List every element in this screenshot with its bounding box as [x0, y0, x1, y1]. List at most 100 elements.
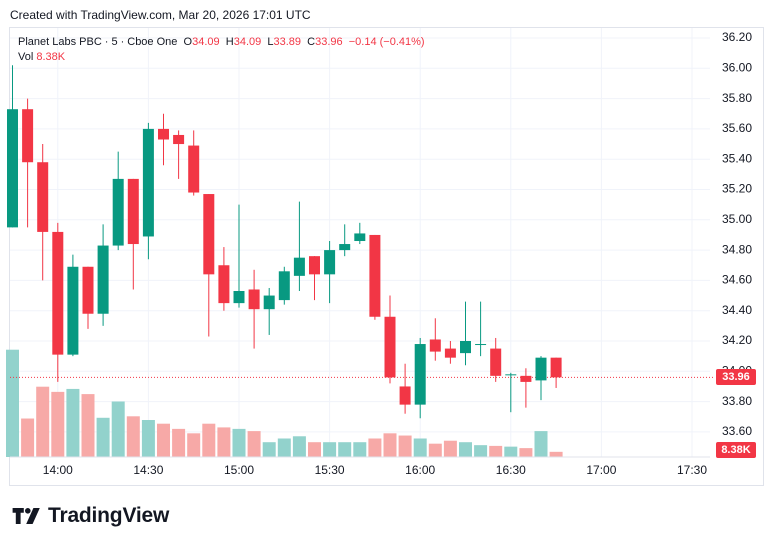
candle-body[interactable] — [369, 234, 381, 317]
y-tick-label: 35.20 — [722, 182, 752, 196]
volume-bar — [413, 438, 427, 457]
volume-bar — [383, 433, 397, 457]
legend-exchange: Cboe One — [127, 36, 178, 48]
volume-bar — [323, 442, 337, 457]
x-tick-label: 16:30 — [496, 463, 526, 477]
candle-body[interactable] — [233, 291, 245, 304]
created-with-caption: Created with TradingView.com, Mar 20, 20… — [10, 8, 311, 22]
volume-bar — [21, 418, 35, 457]
legend-high-label: H — [225, 36, 234, 48]
candle-body[interactable] — [248, 289, 260, 310]
candle-body[interactable] — [142, 128, 154, 237]
candle-body[interactable] — [188, 145, 200, 193]
volume-bar — [81, 394, 95, 457]
candle-body[interactable] — [309, 256, 320, 275]
y-tick-label: 33.80 — [722, 394, 752, 408]
candle-body[interactable] — [399, 386, 411, 405]
candle-body[interactable] — [429, 339, 441, 352]
volume-bar — [232, 428, 246, 457]
candle-body[interactable] — [535, 357, 547, 381]
candle-body[interactable] — [384, 316, 396, 378]
tradingview-logo[interactable]: TradingView — [12, 504, 169, 528]
last-price-tag: 33.96 — [716, 369, 756, 386]
candle-body[interactable] — [158, 128, 169, 140]
volume-bar — [428, 443, 442, 457]
y-tick-label: 34.20 — [722, 333, 752, 347]
x-tick-label: 14:30 — [133, 463, 163, 477]
volume-bar — [368, 438, 382, 457]
legend-symbol[interactable]: Planet Labs PBC — [18, 36, 102, 48]
chart-legend: Planet Labs PBC · 5 · Cboe One O34.09 H34.09… — [18, 36, 425, 63]
candle-body[interactable] — [460, 341, 471, 354]
candle-body[interactable] — [414, 344, 426, 405]
candle-body[interactable] — [444, 348, 456, 358]
candle-body[interactable] — [203, 194, 215, 275]
volume-bar — [96, 417, 110, 457]
volume-bar — [126, 416, 140, 457]
volume-bar — [111, 401, 125, 457]
x-tick-label: 15:00 — [224, 463, 254, 477]
legend-high-value: 34.09 — [233, 36, 262, 48]
candle-body[interactable] — [354, 233, 366, 242]
volume-bar — [534, 431, 548, 457]
y-tick-label: 35.00 — [722, 212, 752, 226]
candle-body[interactable] — [278, 271, 290, 301]
candle-body[interactable] — [505, 374, 517, 376]
candle-body[interactable] — [67, 266, 79, 355]
y-tick-label: 36.20 — [722, 30, 752, 44]
tradingview-logo-text: TradingView — [48, 504, 170, 527]
x-tick-label: 17:00 — [586, 463, 616, 477]
candle-body[interactable] — [490, 348, 502, 376]
y-tick-label: 36.00 — [722, 60, 752, 74]
x-tick-label: 15:30 — [315, 463, 345, 477]
candle-body[interactable] — [324, 250, 336, 275]
chart-frame — [9, 27, 764, 486]
x-tick-label: 17:30 — [677, 463, 707, 477]
volume-bar — [277, 438, 291, 457]
candle-body[interactable] — [112, 178, 124, 246]
candle-body[interactable] — [97, 245, 109, 314]
candle-body[interactable] — [218, 265, 230, 304]
volume-bar — [443, 440, 457, 457]
x-tick-label: 14:00 — [43, 463, 73, 477]
volume-bar — [459, 442, 472, 457]
candle-body[interactable] — [520, 375, 532, 382]
volume-bar — [474, 445, 488, 457]
volume-bar — [519, 448, 533, 457]
legend-volume-label: Vol — [18, 51, 34, 63]
candle-body[interactable] — [82, 266, 94, 314]
candle-body[interactable] — [37, 162, 49, 232]
volume-bar — [398, 435, 412, 457]
legend-close-label: C — [307, 36, 316, 48]
y-tick-label: 33.60 — [722, 424, 752, 438]
candle-body[interactable] — [52, 231, 64, 355]
candle-body[interactable] — [339, 244, 351, 251]
legend-open-value: 34.09 — [192, 36, 220, 48]
legend-interval[interactable]: 5 — [111, 36, 118, 48]
tradingview-logo-icon — [12, 508, 40, 524]
volume-bar — [262, 442, 276, 457]
candle-body[interactable] — [550, 357, 562, 378]
candle-body[interactable] — [22, 109, 34, 163]
legend-low-label: L — [267, 36, 274, 48]
volume-bar — [353, 442, 367, 457]
candle-body[interactable] — [7, 109, 18, 228]
volume-bar — [66, 388, 80, 457]
volume-bar — [157, 423, 170, 457]
volume-bar — [202, 423, 216, 457]
volume-bar — [141, 420, 155, 457]
candle-body[interactable] — [127, 178, 139, 245]
volume-bar — [187, 433, 201, 457]
volume-bar — [308, 442, 321, 457]
candle-body[interactable] — [475, 344, 487, 346]
candle-body[interactable] — [263, 295, 275, 310]
volume-bar — [51, 391, 65, 457]
candle-body[interactable] — [293, 257, 305, 276]
candle-body[interactable] — [173, 134, 185, 145]
y-tick-label: 35.40 — [722, 151, 752, 165]
y-tick-label: 34.60 — [722, 273, 752, 287]
volume-bar — [247, 431, 261, 457]
legend-volume-value: 8.38K — [36, 51, 66, 63]
volume-bar — [338, 442, 352, 457]
